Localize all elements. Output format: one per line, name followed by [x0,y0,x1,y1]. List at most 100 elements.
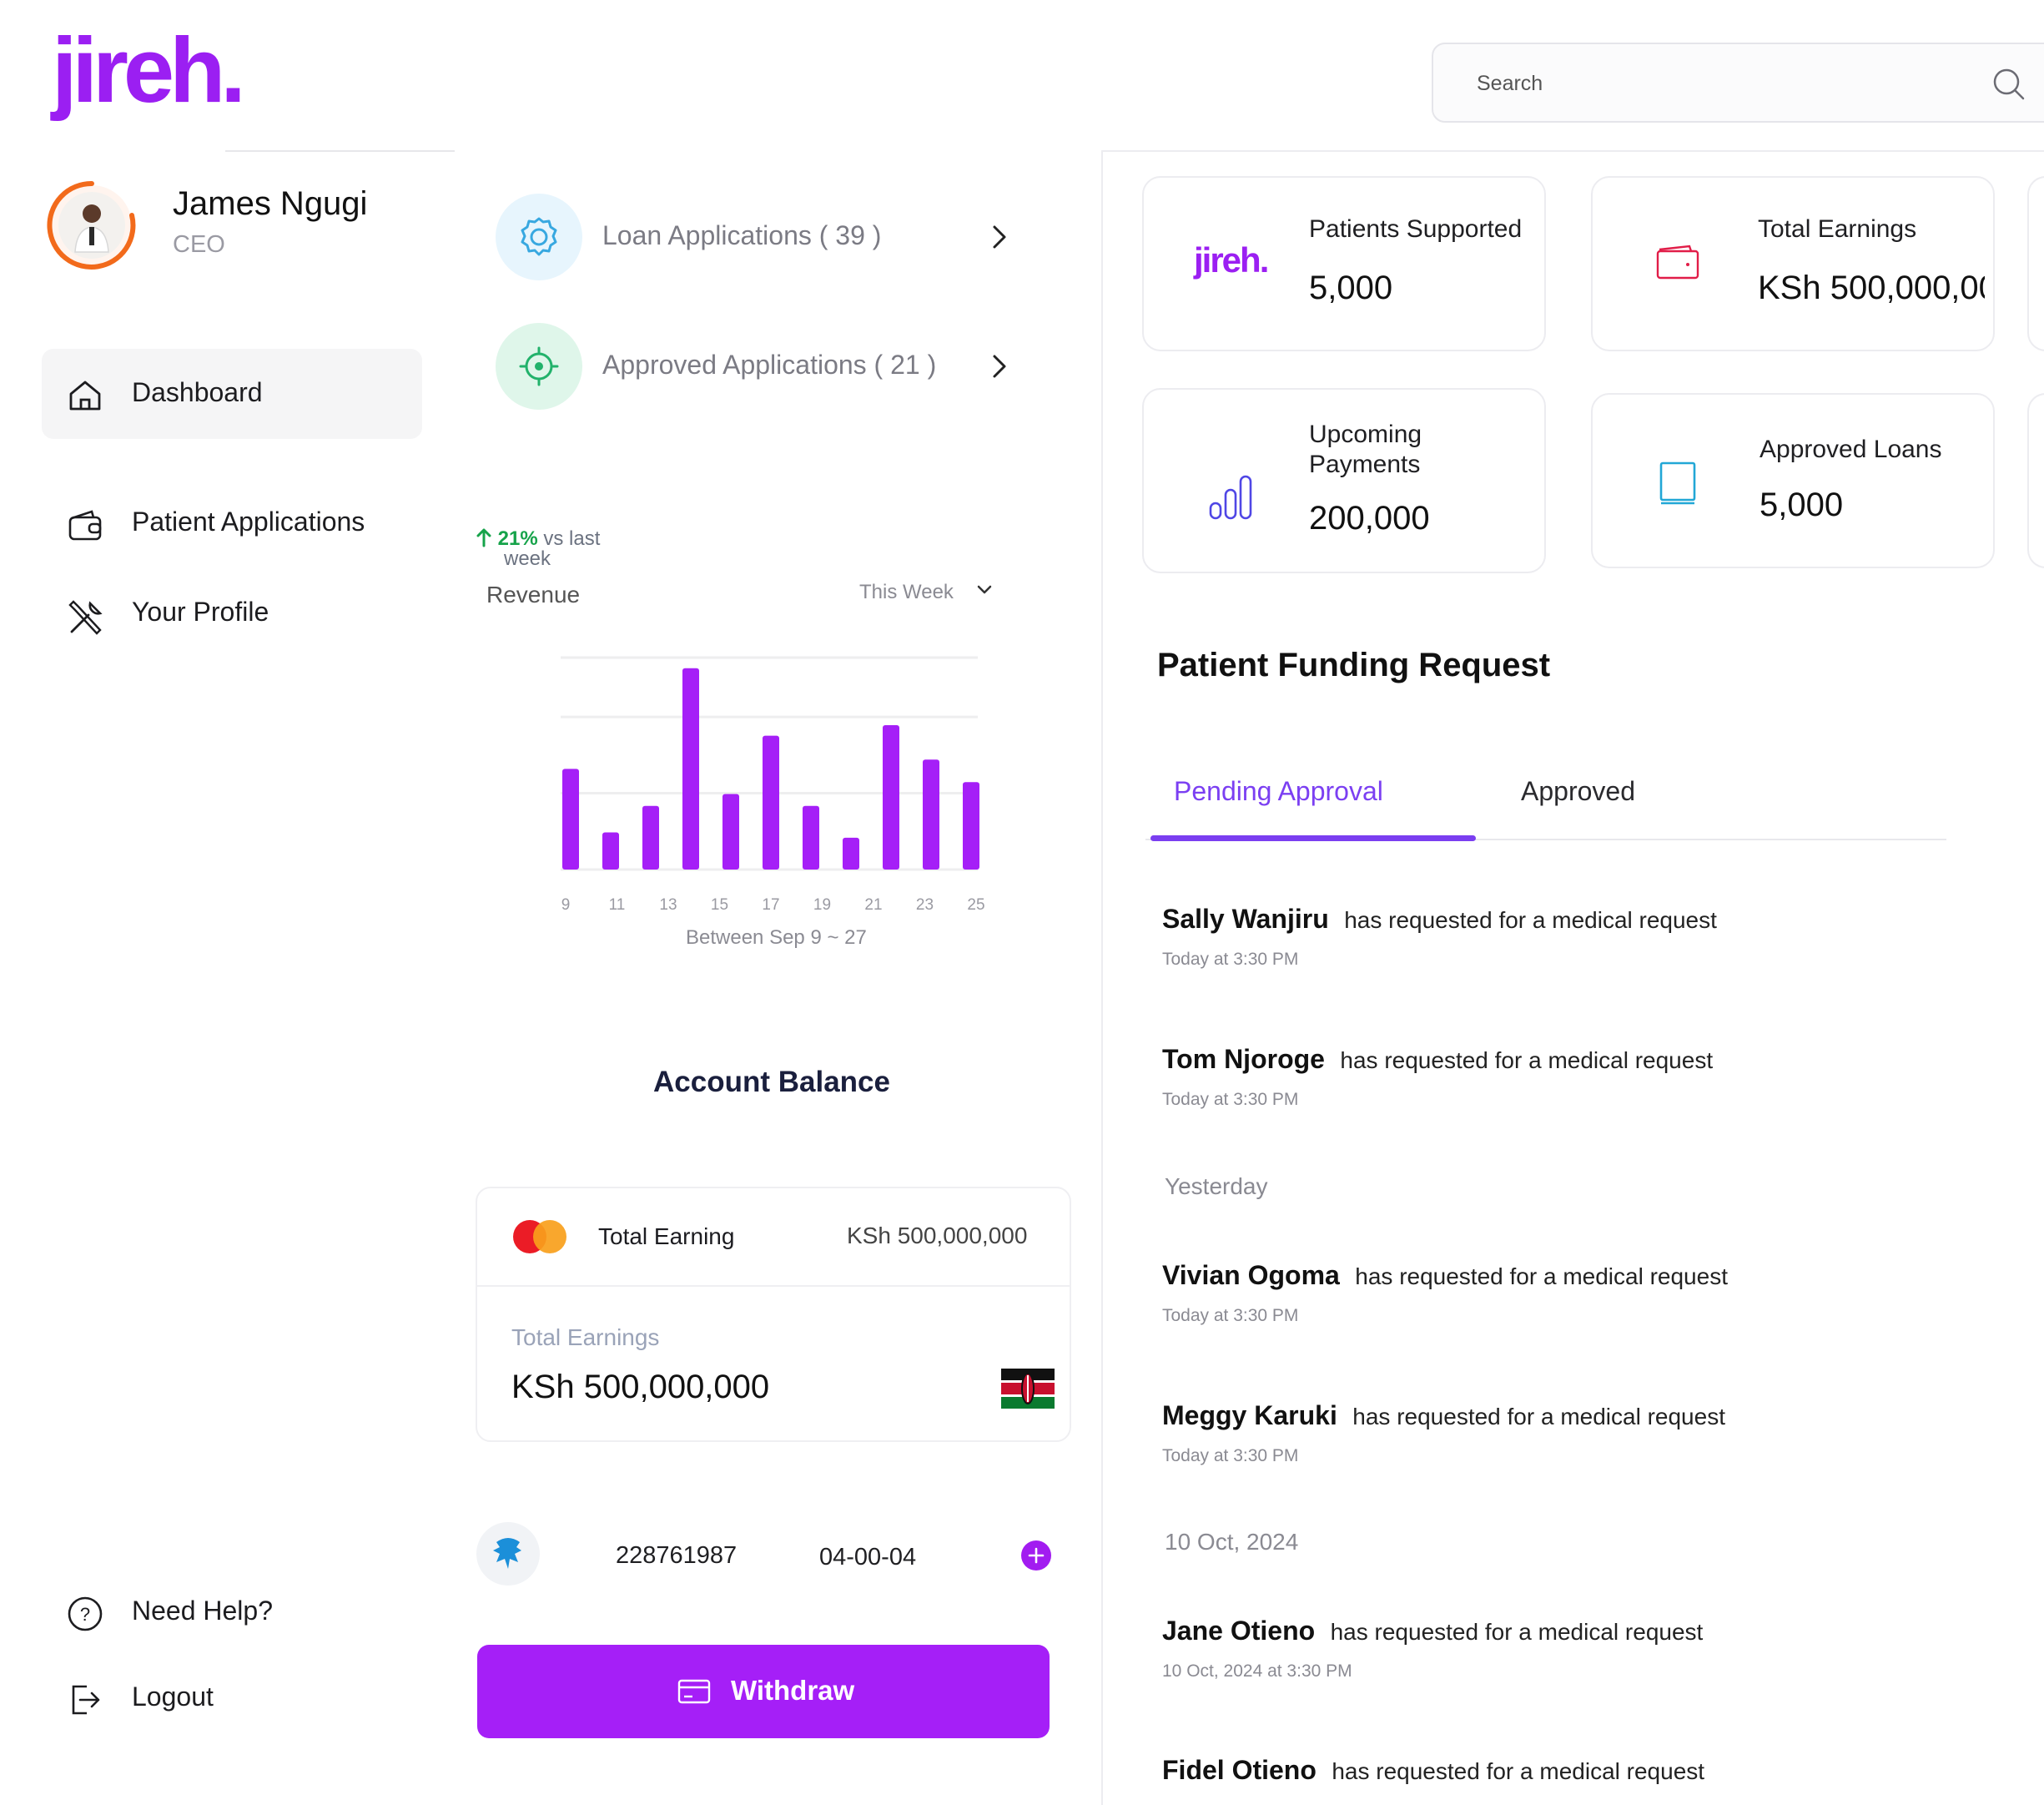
chart-bar [963,782,979,870]
list-item[interactable]: Tom Njoroge has requested for a medical … [1162,1044,1713,1110]
list-item[interactable]: Jane Otieno has requested for a medical … [1162,1616,1703,1681]
stat-card-partial [2027,176,2044,351]
help-icon: ? [67,1596,103,1632]
chart-range-caption: Between Sep 9 ~ 27 [686,926,867,949]
revenue-chart: 9 11 13 15 17 19 21 23 25 [561,656,985,914]
withdraw-label: Withdraw [731,1675,855,1706]
chart-tick-label: 21 [864,896,882,914]
stat-value: KSh 500,000,000 [1758,270,1985,306]
stat-value: 5,000 [1309,270,1393,306]
stat-card-approved-loans: Approved Loans 5,000 [1591,393,1995,568]
sidebar-item-label: Patient Applications [132,507,365,537]
sidebar-item-label: Dashboard [132,377,263,407]
chart-tick-label: 13 [659,896,677,914]
avatar[interactable] [47,180,137,270]
bar-chart-icon [1207,471,1257,526]
request-time: 10 Oct, 2024 at 3:30 PM [1162,1661,1352,1681]
requester-name: Vivian Ogoma [1162,1260,1340,1290]
stat-label: Approved Loans [1760,436,1942,463]
wallet-icon [1656,243,1699,284]
tools-icon [67,597,103,635]
revenue-trend: 21% vs last week [476,527,600,569]
chart-bar [642,805,659,870]
search-input[interactable] [1475,44,1979,123]
trend-text-2: week [504,547,551,570]
total-earnings-value: KSh 500,000,000 [511,1369,770,1405]
chevron-down-icon [977,585,991,594]
request-time: Today at 3:30 PM [1162,950,1299,969]
arrow-up-icon [476,528,491,547]
right-panel-top-divider [1103,150,2044,152]
user-role: CEO [173,231,225,258]
loan-applications-label: Loan Applications ( 39 ) [602,220,882,250]
request-text: has requested for a medical request [1352,1404,1725,1429]
sidebar-item-label: Your Profile [132,597,269,627]
search-icon[interactable] [1992,68,2026,105]
chart-tick-label: 25 [967,896,984,914]
request-text: has requested for a medical request [1330,1619,1704,1645]
revenue-label: Revenue [486,582,581,608]
group-label-date: 10 Oct, 2024 [1165,1529,1299,1555]
request-time: Today at 3:30 PM [1162,1306,1299,1325]
sidebar-item-label: Need Help? [132,1596,273,1626]
chart-bar [883,724,899,870]
plus-icon [1028,1547,1045,1564]
svg-text:?: ? [80,1604,90,1625]
stat-card-total-earnings: Total Earnings KSh 500,000,000 [1591,176,1995,351]
balance-card-divider [477,1285,1070,1287]
trend-percent: 21% [497,527,538,550]
chart-bar [602,832,619,870]
brand-logo[interactable]: jireh. [52,19,246,122]
stat-label: Total Earnings [1758,215,1917,243]
sidebar-item-logout[interactable]: Logout [42,1653,422,1743]
stat-label: Upcoming Payments [1309,420,1422,480]
tab-approved[interactable]: Approved [1521,776,1635,806]
mastercard-icon [511,1218,570,1259]
funding-section-title: Patient Funding Request [1157,647,1551,683]
request-time: Today at 3:30 PM [1162,1090,1299,1109]
requester-name: Meggy Karuki [1162,1400,1337,1430]
request-text: has requested for a medical request [1355,1263,1728,1289]
tab-pending-approval[interactable]: Pending Approval [1174,776,1383,806]
sidebar-item-your-profile[interactable]: Your Profile [42,568,422,658]
period-select[interactable]: This Week [859,581,994,604]
stat-card-upcoming-payments: Upcoming Payments 200,000 [1142,388,1546,573]
chevron-right-icon[interactable] [989,351,1009,386]
stat-card-patients-supported: jireh. Patients Supported 5,000 [1142,176,1546,351]
stat-value: 5,000 [1760,487,1844,523]
list-item[interactable]: Vivian Ogoma has requested for a medical… [1162,1260,1728,1326]
total-earning-label: Total Earning [598,1223,735,1249]
sidebar-item-label: Logout [132,1681,214,1712]
sidebar-item-dashboard[interactable]: Dashboard [42,349,422,439]
chart-bar [923,759,939,870]
sidebar-item-need-help[interactable]: ? Need Help? [42,1567,422,1657]
list-item[interactable]: Meggy Karuki has requested for a medical… [1162,1400,1725,1466]
stat-value: 200,000 [1309,500,1430,537]
add-account-button[interactable] [1021,1540,1051,1571]
book-icon [1658,460,1698,511]
chart-bar [562,769,579,870]
search-bar [1432,43,2044,123]
total-earnings-label: Total Earnings [511,1324,660,1350]
chart-tick-label: 15 [711,896,728,914]
requester-name: Sally Wanjiru [1162,904,1329,934]
list-item[interactable]: Sally Wanjiru has requested for a medica… [1162,904,1717,970]
stat-card-partial [2027,393,2044,568]
chart-tick-label: 19 [813,896,831,914]
balance-card [476,1187,1071,1442]
withdraw-button[interactable]: Withdraw [477,1645,1050,1738]
approved-applications-row[interactable]: Approved Applications ( 21 ) [496,323,1030,410]
request-text: has requested for a medical request [1332,1758,1705,1784]
account-number: 228761987 [616,1542,738,1569]
sidebar-item-patient-applications[interactable]: Patient Applications [42,478,422,568]
sidebar-top-divider [225,150,455,152]
kenya-flag-icon [1001,1369,1055,1413]
chart-tick-label: 9 [561,896,571,914]
request-text: has requested for a medical request [1344,907,1717,933]
list-item[interactable]: Fidel Otieno has requested for a medical… [1162,1755,1704,1786]
main-column-divider [1101,150,1103,1805]
card-icon [677,1678,711,1707]
chart-bar [763,735,779,870]
chevron-right-icon[interactable] [989,222,1009,256]
loan-applications-row[interactable]: Loan Applications ( 39 ) [496,194,1030,280]
